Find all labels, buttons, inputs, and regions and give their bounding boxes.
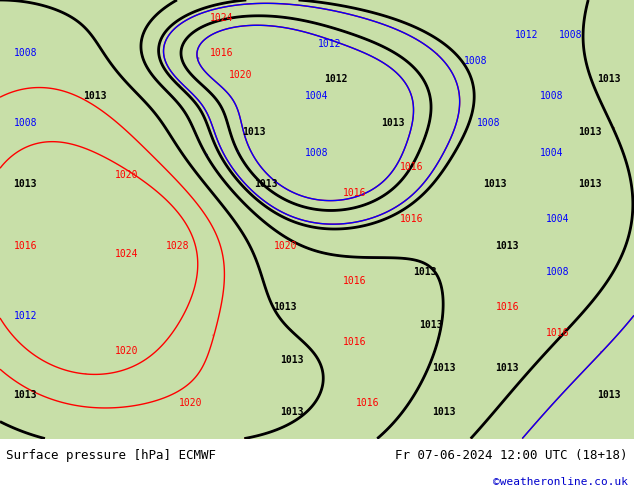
Text: 1008: 1008 — [463, 56, 488, 67]
Text: 1013: 1013 — [495, 241, 519, 250]
Text: 1013: 1013 — [273, 302, 297, 312]
Text: 1020: 1020 — [289, 328, 292, 332]
Text: 1020: 1020 — [289, 328, 292, 332]
Text: 1016: 1016 — [13, 241, 37, 250]
Text: 1016: 1016 — [204, 152, 207, 156]
Text: 1008: 1008 — [476, 118, 500, 128]
Text: 1013: 1013 — [176, 83, 179, 87]
Text: 1016: 1016 — [204, 152, 207, 156]
Text: 1008: 1008 — [236, 149, 239, 153]
Text: 1028: 1028 — [84, 373, 87, 375]
Text: 1012: 1012 — [514, 30, 538, 40]
Text: 1013: 1013 — [381, 118, 405, 128]
Text: 1024: 1024 — [213, 333, 215, 336]
Text: 1013: 1013 — [242, 126, 266, 137]
Text: 1012: 1012 — [600, 350, 604, 353]
Text: 1020: 1020 — [273, 241, 297, 250]
Text: 1020: 1020 — [3, 423, 6, 425]
Text: 1028: 1028 — [165, 241, 190, 250]
Text: 1004: 1004 — [197, 55, 198, 59]
Text: 1013: 1013 — [578, 126, 602, 137]
Text: 1012: 1012 — [13, 311, 37, 321]
Text: Fr 07-06-2024 12:00 UTC (18+18): Fr 07-06-2024 12:00 UTC (18+18) — [395, 448, 628, 462]
Text: 1016: 1016 — [204, 152, 207, 156]
Text: 1012: 1012 — [318, 39, 342, 49]
Text: 1004: 1004 — [197, 55, 198, 59]
Text: 1013: 1013 — [419, 319, 443, 330]
Text: Surface pressure [hPa] ECMWF: Surface pressure [hPa] ECMWF — [6, 448, 216, 462]
Text: 1016: 1016 — [356, 398, 380, 409]
Text: 1020: 1020 — [115, 346, 139, 356]
Text: 1024: 1024 — [115, 249, 139, 259]
Text: 1004: 1004 — [546, 214, 570, 224]
Text: 1013: 1013 — [13, 179, 37, 189]
Text: 1012: 1012 — [324, 74, 348, 84]
Text: 1008: 1008 — [236, 149, 239, 153]
Text: 1016: 1016 — [343, 276, 367, 286]
Text: 1020: 1020 — [115, 171, 139, 180]
Text: 1016: 1016 — [495, 302, 519, 312]
Text: 1020: 1020 — [3, 423, 6, 425]
Text: 1016: 1016 — [210, 48, 234, 58]
Text: 1004: 1004 — [540, 148, 564, 158]
Text: 1013: 1013 — [612, 126, 614, 129]
Text: 1016: 1016 — [400, 162, 424, 172]
Text: 1013: 1013 — [432, 364, 456, 373]
Text: 1012: 1012 — [435, 52, 439, 55]
Text: 1016: 1016 — [546, 328, 570, 338]
Text: 1020: 1020 — [229, 70, 253, 79]
Text: 1016: 1016 — [400, 214, 424, 224]
Text: 1013: 1013 — [482, 179, 507, 189]
Text: 1008: 1008 — [305, 148, 329, 158]
Text: 1008: 1008 — [13, 118, 37, 128]
Text: 1013: 1013 — [413, 267, 437, 277]
Text: 1024: 1024 — [210, 13, 234, 23]
Text: ©weatheronline.co.uk: ©weatheronline.co.uk — [493, 477, 628, 487]
Text: 1008: 1008 — [236, 149, 239, 153]
Text: 1008: 1008 — [546, 267, 570, 277]
Text: 1004: 1004 — [305, 92, 329, 101]
Text: 1012: 1012 — [600, 350, 604, 353]
Text: 1013: 1013 — [578, 179, 602, 189]
Text: 1020: 1020 — [178, 398, 202, 409]
Text: 1013: 1013 — [254, 179, 278, 189]
Text: 1013: 1013 — [495, 364, 519, 373]
Text: 1013: 1013 — [432, 407, 456, 417]
Text: 1013: 1013 — [597, 74, 621, 84]
Text: 1013: 1013 — [83, 92, 107, 101]
Text: 1008: 1008 — [540, 92, 564, 101]
Text: 1016: 1016 — [343, 188, 367, 198]
Text: 1008: 1008 — [559, 30, 583, 40]
Text: 1008: 1008 — [13, 48, 37, 58]
Text: 1012: 1012 — [435, 52, 439, 55]
Text: 1013: 1013 — [13, 390, 37, 400]
Text: 1013: 1013 — [612, 126, 614, 129]
Text: 1013: 1013 — [176, 83, 179, 87]
Text: 1013: 1013 — [597, 390, 621, 400]
Text: 1013: 1013 — [280, 407, 304, 417]
Text: 1016: 1016 — [343, 337, 367, 347]
Text: 1013: 1013 — [280, 355, 304, 365]
